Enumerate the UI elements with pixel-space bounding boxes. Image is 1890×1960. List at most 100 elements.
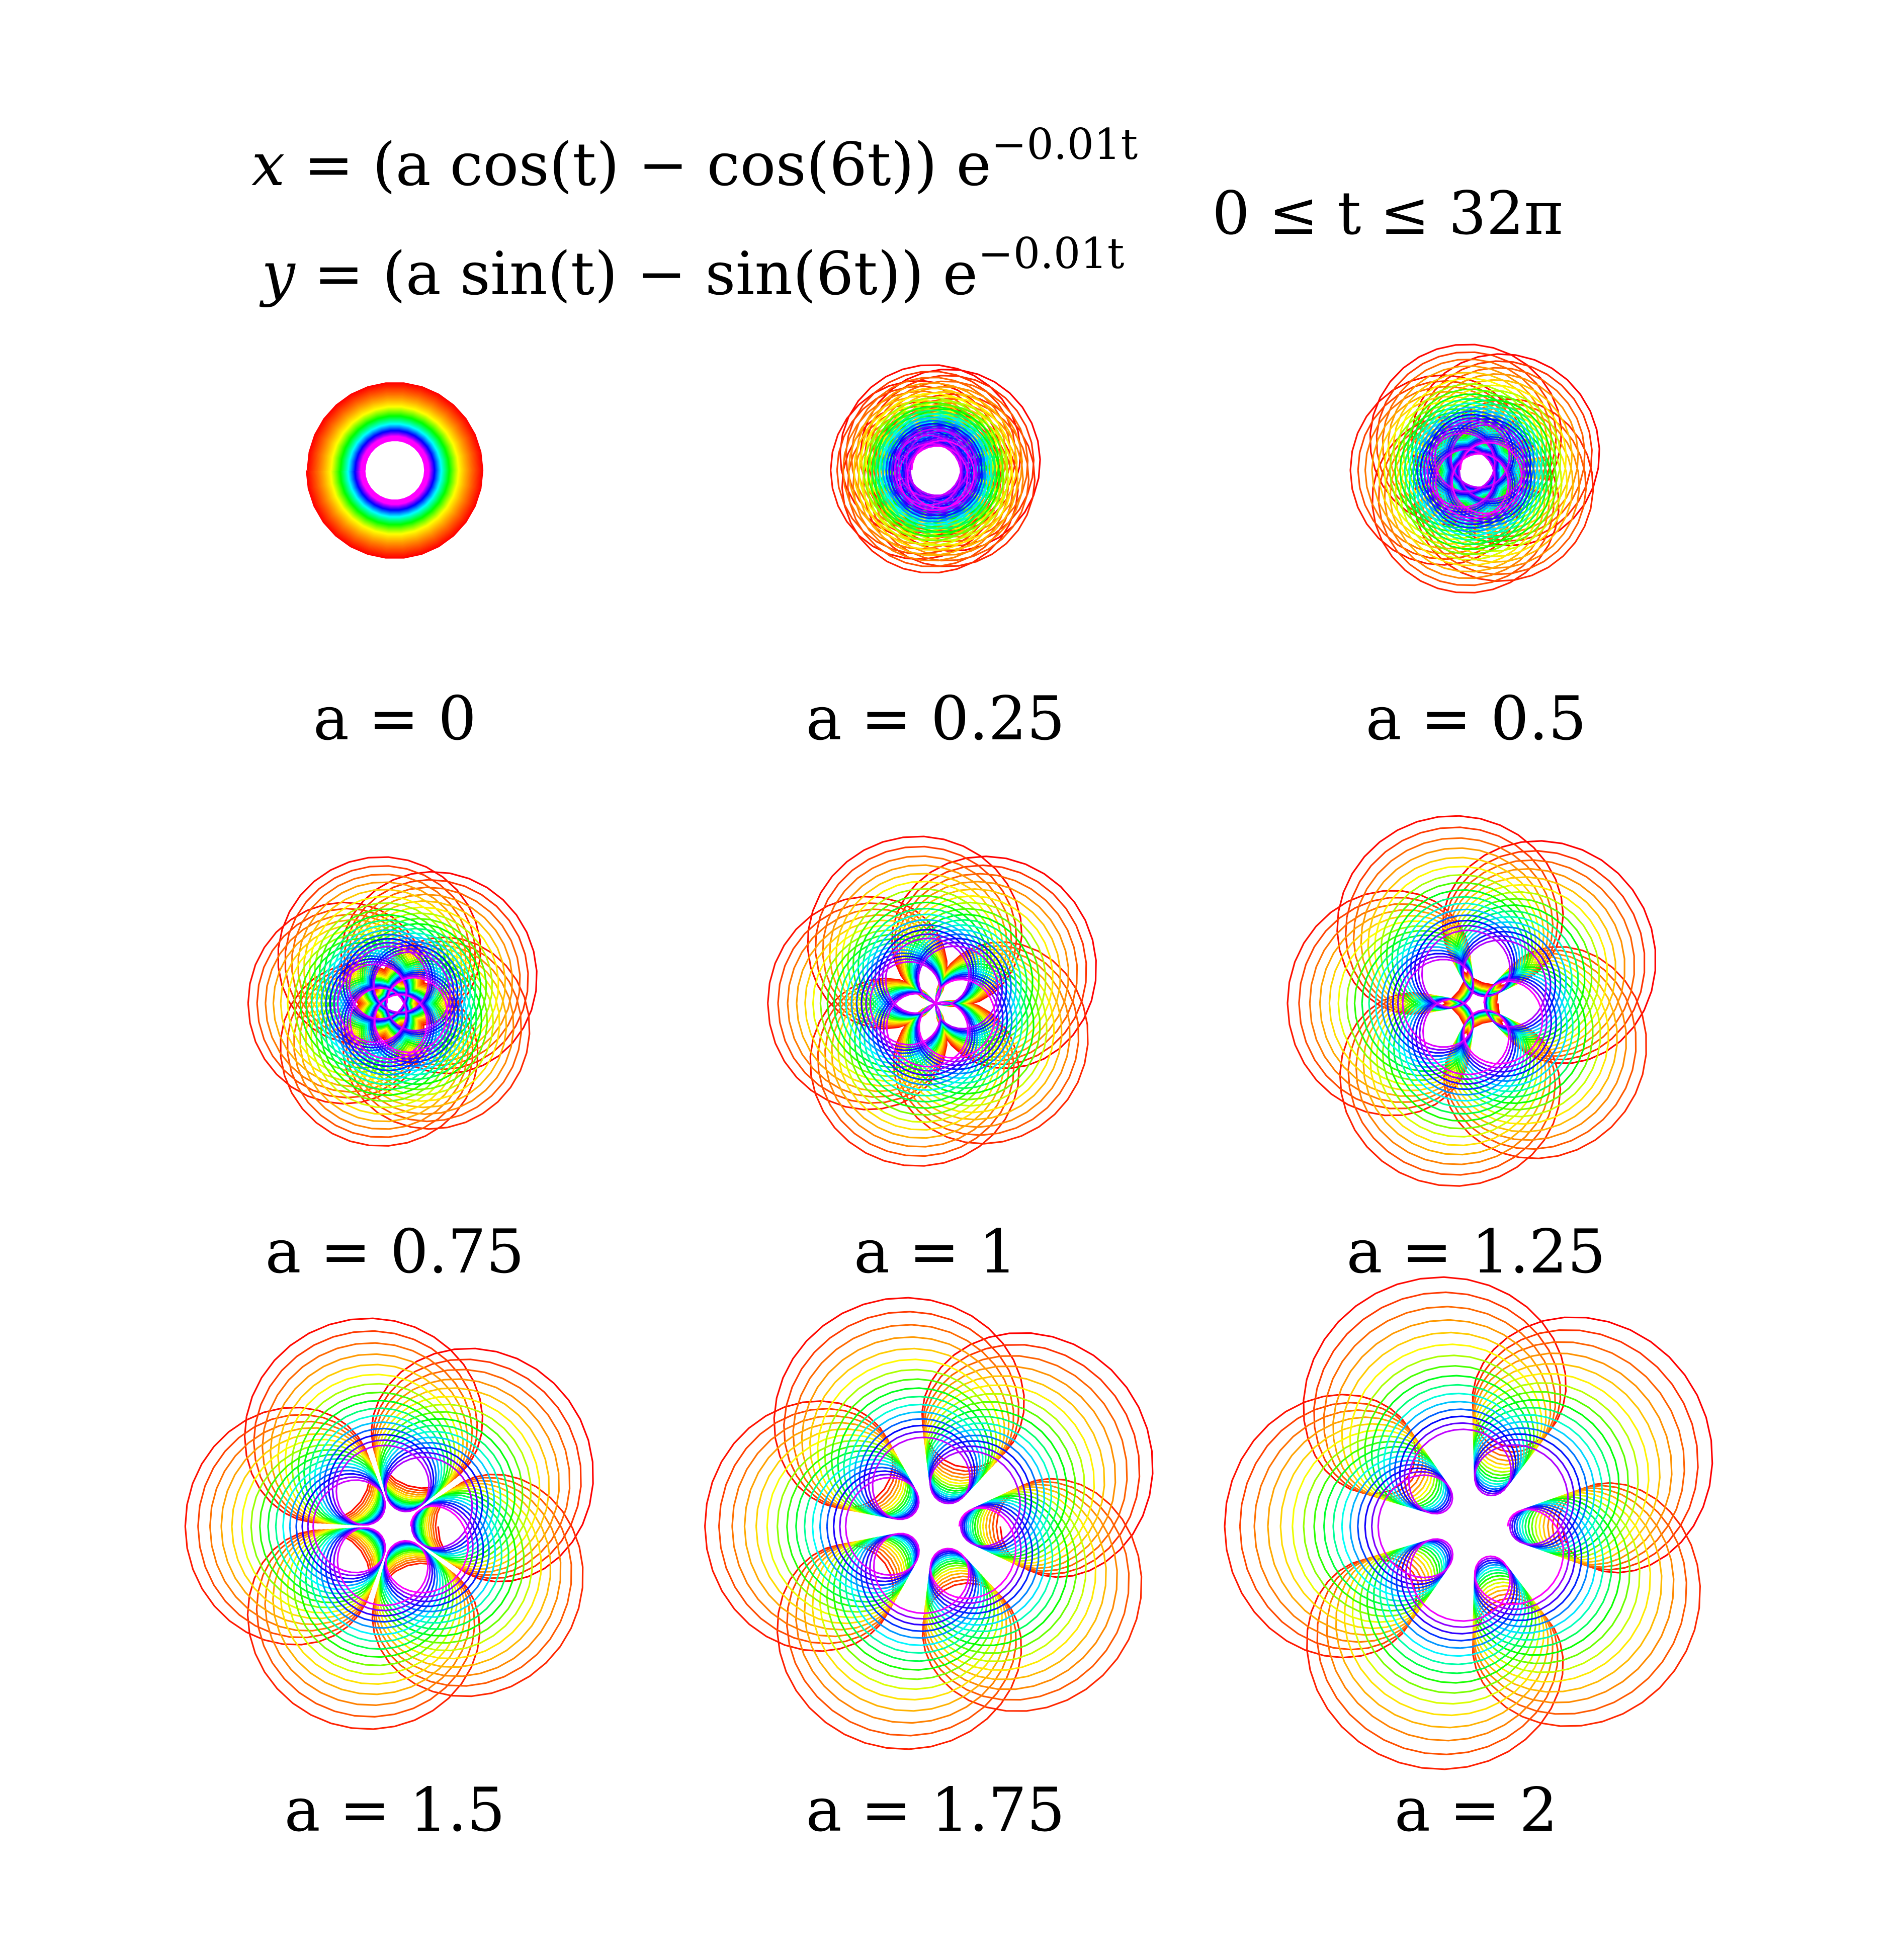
- curve-plot: [1224, 1276, 1713, 1770]
- curve-segment: [292, 1383, 456, 1501]
- curve-segment: [385, 1502, 479, 1602]
- curve-segment: [315, 987, 453, 1102]
- curve-segment: [821, 1567, 999, 1690]
- curve-segment: [930, 1450, 1021, 1547]
- curve-segment: [908, 963, 1035, 1095]
- curve-segment: [912, 970, 1018, 1079]
- curve-segment: [329, 1542, 434, 1617]
- curve-segment: [382, 1496, 502, 1624]
- curve-segment: [312, 1526, 386, 1574]
- curve-segment: [1475, 1496, 1631, 1664]
- panel-a-2: a = 2: [1224, 1276, 1713, 1845]
- curve-segment: [813, 1569, 1003, 1701]
- curve-segment: [304, 1400, 449, 1504]
- curve-segment: [874, 1548, 970, 1614]
- curve-segment: [329, 958, 409, 1022]
- curve-segment: [1475, 1487, 1675, 1703]
- curve-segment: [381, 1494, 509, 1630]
- curve-plot: [1349, 344, 1600, 593]
- curve-segment: [1475, 1489, 1663, 1693]
- curve-segment: [378, 1396, 541, 1568]
- curve-segment: [851, 1556, 982, 1646]
- curve-segment: [300, 1549, 451, 1658]
- curve-segment: [287, 974, 417, 1078]
- curve-segment: [888, 439, 965, 510]
- curve-segment: [891, 441, 964, 508]
- curve-segment: [1475, 1433, 1582, 1548]
- curve-segment: [861, 1552, 977, 1632]
- curve-segment: [373, 1473, 584, 1697]
- curve-segment: [379, 1487, 533, 1652]
- curve-segment: [303, 889, 462, 1022]
- curve-segment: [1475, 1427, 1588, 1549]
- curve-segment: [1448, 421, 1528, 502]
- curve-segment: [1449, 440, 1526, 518]
- curve-segment: [280, 972, 418, 1082]
- curve-segment: [1224, 1526, 1417, 1670]
- curve-segment: [840, 1560, 988, 1662]
- curve-segment: [1419, 446, 1498, 513]
- curve-segment: [1316, 1291, 1562, 1453]
- curve-segment: [1224, 1380, 1417, 1527]
- curve-segment: [1395, 1408, 1519, 1490]
- curve-segment: [305, 985, 460, 1115]
- panel-label: a = 0: [313, 684, 477, 754]
- curve-segment: [912, 924, 1022, 1039]
- curve-segment: [1475, 1502, 1597, 1634]
- curve-segment: [1475, 1482, 1701, 1727]
- curve-segment: [1402, 1559, 1515, 1635]
- curve-segment: [906, 440, 975, 509]
- curve-segment: [1422, 373, 1579, 534]
- curve-segment: [1409, 1428, 1512, 1497]
- curve-segment: [1405, 1422, 1514, 1495]
- curve-segment: [1377, 1526, 1454, 1583]
- curve-segment: [377, 1482, 552, 1668]
- curve-segment: [903, 428, 980, 505]
- curve-segment: [897, 429, 970, 496]
- curve-segment: [927, 1401, 1076, 1560]
- curve-segment: [797, 1575, 1012, 1724]
- panel-a-1.25: a = 1.25: [1286, 815, 1656, 1287]
- curve-segment: [1463, 979, 1548, 1069]
- curve-segment: [1359, 1354, 1538, 1473]
- curve-segment: [384, 1447, 483, 1552]
- curve-segment: [1366, 1365, 1535, 1477]
- curve-segment: [1435, 453, 1509, 519]
- curve-segment: [1445, 414, 1535, 507]
- curve-segment: [915, 938, 1007, 1033]
- curve-segment: [379, 1403, 532, 1565]
- curve-segment: [312, 1479, 386, 1527]
- curve-segment: [924, 1344, 1141, 1575]
- curve-segment: [386, 1505, 469, 1594]
- curve-segment: [385, 1456, 473, 1549]
- curve-segment: [869, 1430, 973, 1503]
- panel-label: a = 0.25: [806, 684, 1065, 754]
- curve-segment: [315, 981, 411, 1058]
- curve-segment: [828, 1564, 995, 1680]
- curve-segment: [1349, 1453, 1447, 1527]
- curve-segment: [1239, 1526, 1421, 1662]
- curve-segment: [314, 902, 455, 1020]
- panel-a-0.25: a = 0.25: [806, 364, 1065, 754]
- curve-segment: [274, 1556, 466, 1695]
- curve-segment: [930, 1440, 1033, 1550]
- curve-segment: [1418, 367, 1586, 538]
- curve-segment: [844, 1476, 920, 1527]
- curve-plot: [1286, 815, 1656, 1187]
- curve-segment: [271, 1353, 469, 1496]
- curve-segment: [315, 1414, 443, 1507]
- curve-segment: [914, 972, 1013, 1075]
- curve-segment: [376, 1480, 562, 1677]
- curve-segment: [928, 1416, 1060, 1556]
- curve-segment: [1434, 420, 1510, 488]
- curve-segment: [359, 917, 487, 1050]
- curve-segment: [320, 952, 410, 1025]
- curve-segment: [929, 1501, 1040, 1620]
- curve-segment: [1475, 1506, 1576, 1615]
- curve-segment: [1475, 1497, 1621, 1656]
- panel-grid: a = 0 a = 0.25 a = 0.5 a = 0.75 a = 1 a …: [184, 344, 1713, 1845]
- curve-segment: [383, 1436, 495, 1555]
- curve-segment: [917, 977, 1000, 1063]
- curve-segment: [1402, 959, 1475, 1008]
- curve-segment: [1475, 1494, 1641, 1673]
